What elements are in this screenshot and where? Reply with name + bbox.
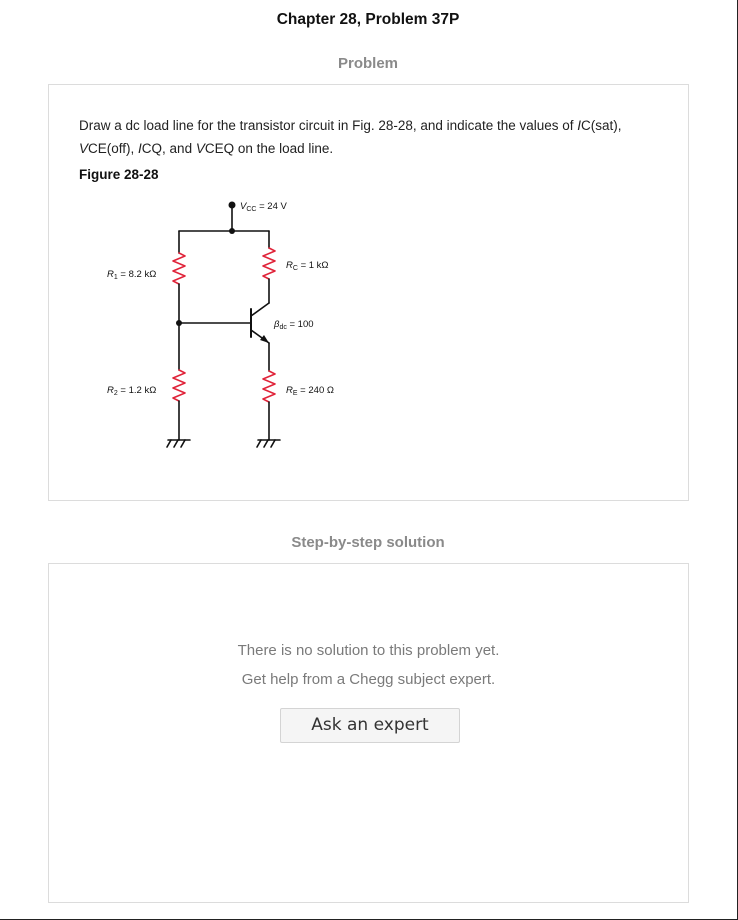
- beta-label: βdc = 100: [273, 319, 314, 331]
- emitter-arrow: [260, 335, 269, 343]
- rc-resistor: [262, 247, 276, 280]
- problem-panel: Draw a dc load line for the transistor c…: [48, 84, 689, 501]
- problem-statement: Draw a dc load line for the transistor c…: [79, 118, 622, 156]
- solution-heading: Step-by-step solution: [291, 534, 445, 551]
- vcc-terminal: [228, 201, 236, 209]
- r1-label: R1 = 8.2 kΩ: [107, 269, 156, 281]
- re-label: RE = 240 Ω: [286, 385, 334, 397]
- r1-resistor: [172, 252, 186, 285]
- top-node: [229, 228, 235, 234]
- get-help-message: Get help from a Chegg subject expert.: [241, 671, 496, 688]
- no-solution-message: There is no solution to this problem yet…: [237, 642, 500, 659]
- page-title: Chapter 28, Problem 37P: [276, 11, 460, 28]
- rc-label: RC = 1 kΩ: [286, 260, 329, 272]
- figure-label: Figure 28-28: [79, 167, 159, 182]
- vcc-label: VCC = 24 V: [240, 201, 288, 213]
- solution-panel: There is no solution to this problem yet…: [48, 563, 689, 903]
- r2-resistor: [172, 369, 186, 402]
- ask-expert-button[interactable]: Ask an expert: [280, 708, 460, 743]
- transistor-collector: [250, 302, 270, 317]
- re-resistor: [262, 370, 276, 403]
- problem-heading: Problem: [337, 55, 398, 72]
- r2-label: R2 = 1.2 kΩ: [107, 385, 156, 397]
- circuit-diagram: VCC = 24 V R1 = 8.2 kΩ R2 = 1.2 kΩ RC = …: [107, 201, 334, 448]
- base-node: [176, 320, 182, 326]
